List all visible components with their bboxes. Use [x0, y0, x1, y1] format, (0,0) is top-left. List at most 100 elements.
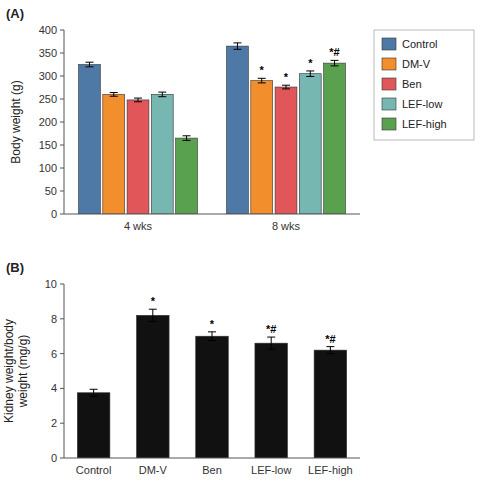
error-cap [149, 309, 157, 310]
y-tick-label: 10 [45, 278, 57, 290]
error-cap [331, 65, 339, 66]
y-tick-label: 250 [39, 93, 57, 105]
y-tick-label: 150 [39, 139, 57, 151]
annotation: * [210, 318, 215, 330]
error-cap [267, 349, 275, 350]
error-stem [330, 347, 331, 354]
bar [137, 315, 170, 458]
legend-label: Control [402, 38, 437, 50]
error-bar [258, 78, 266, 83]
legend-swatch [382, 118, 396, 130]
error-cap [134, 98, 142, 99]
error-cap [233, 49, 241, 50]
error-bar [183, 136, 191, 141]
error-bar [149, 309, 157, 321]
error-bar [158, 92, 166, 97]
error-cap [267, 337, 275, 338]
error-bar [208, 332, 216, 341]
y-axis-label-line: Kidney weight/body [2, 319, 16, 423]
x-tick-label: 8 wks [272, 220, 301, 232]
error-stem [261, 78, 262, 83]
error-bar [85, 62, 93, 67]
bar [255, 343, 288, 458]
error-stem [93, 389, 94, 396]
error-cap [110, 92, 118, 93]
error-cap [326, 346, 334, 347]
y-tick [60, 99, 64, 100]
error-cap [282, 85, 290, 86]
error-bar [326, 347, 334, 354]
error-bar [267, 337, 275, 349]
legend-label: LEF-low [402, 98, 442, 110]
y-axis-line [64, 284, 65, 458]
panel-title: (B) [6, 260, 24, 275]
bar [314, 350, 347, 458]
y-tick-label: 8 [51, 313, 57, 325]
y-tick [60, 145, 64, 146]
error-bar [331, 60, 339, 66]
error-cap [149, 321, 157, 322]
marks [77, 309, 346, 458]
error-bar [282, 85, 290, 89]
bar [275, 87, 297, 214]
legend-label: Ben [402, 78, 422, 90]
y-tick-label: 400 [39, 24, 57, 36]
y-tick [60, 122, 64, 123]
error-cap [85, 62, 93, 63]
x-tick-label: Ben [202, 464, 222, 476]
error-bar [134, 98, 142, 102]
y-tick-label: 0 [51, 452, 57, 464]
error-cap [208, 331, 216, 332]
error-cap [331, 60, 339, 61]
y-tick [60, 353, 64, 354]
x-axis-line [64, 214, 360, 215]
legend-box [374, 30, 474, 140]
error-bar [110, 93, 118, 97]
error-cap [90, 389, 98, 390]
y-tick-label: 2 [51, 417, 57, 429]
y-tick [60, 53, 64, 54]
error-stem [152, 309, 153, 321]
error-cap [326, 353, 334, 354]
y-tick [60, 76, 64, 77]
panel: (A)050100150200250300350400Body weight (… [6, 6, 474, 232]
annotation: * [284, 71, 289, 83]
y-tick-label: 4 [51, 382, 57, 394]
y-tick [60, 191, 64, 192]
x-tick-label: LEF-high [308, 464, 353, 476]
error-stem [186, 136, 187, 141]
y-tick [60, 318, 64, 319]
error-cap [183, 135, 191, 136]
error-stem [89, 62, 90, 67]
bar [324, 63, 346, 214]
y-tick [60, 214, 64, 215]
error-stem [113, 93, 114, 97]
error-cap [208, 340, 216, 341]
panel-title: (A) [6, 6, 24, 21]
y-axis-label-line: weight (mg/g) [16, 335, 30, 409]
error-cap [158, 92, 166, 93]
annotation: * [151, 295, 156, 307]
y-tick-label: 0 [51, 208, 57, 220]
annotation: * [260, 64, 265, 76]
bar [151, 94, 173, 214]
y-axis-label-line: Body weight (g) [9, 80, 23, 163]
error-stem [310, 71, 311, 77]
legend-label: LEF-high [402, 118, 447, 130]
bar [127, 100, 149, 214]
error-cap [258, 78, 266, 79]
legend-swatch [382, 38, 396, 50]
y-axis-label: Body weight (g) [9, 80, 23, 163]
bar [227, 46, 249, 214]
annotation: *# [325, 333, 335, 345]
y-tick [60, 388, 64, 389]
annotation: *# [329, 46, 339, 58]
panel: (B)0246810Kidney weight/bodyweight (mg/g… [2, 260, 360, 476]
x-tick-label: LEF-low [251, 464, 291, 476]
legend-swatch [382, 98, 396, 110]
bar [251, 81, 273, 214]
annotations: ****# [260, 46, 340, 83]
y-tick-label: 50 [45, 185, 57, 197]
error-stem [286, 85, 287, 89]
annotation: *# [266, 323, 276, 335]
